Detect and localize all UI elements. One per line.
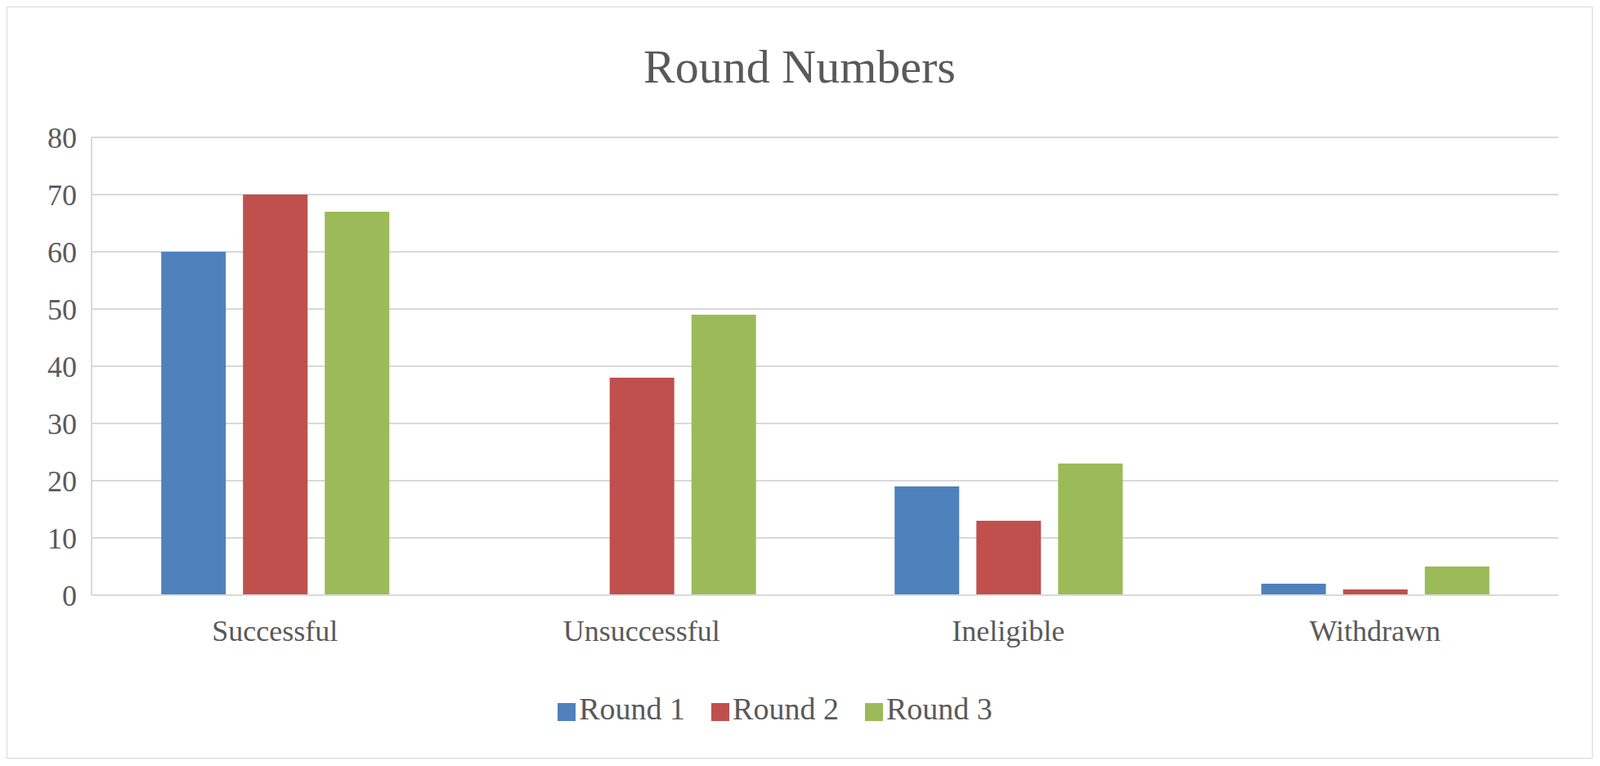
html-text:Round 2: Round 2 bbox=[732, 691, 839, 727]
svg-text:0: 0 bbox=[62, 579, 77, 613]
svg-text:Successful: Successful bbox=[211, 614, 338, 648]
html-text:Round Numbers: Round Numbers bbox=[643, 40, 956, 94]
html-text:Round 1: Round 1 bbox=[579, 691, 686, 727]
svg-text:Withdrawn: Withdrawn bbox=[1308, 614, 1441, 648]
svg-text:10: 10 bbox=[47, 522, 77, 556]
svg-text:70: 70 bbox=[47, 179, 77, 212]
svg-text:40: 40 bbox=[47, 350, 77, 384]
html-text:Round 3: Round 3 bbox=[886, 691, 993, 727]
svg-text:Unsuccessful: Unsuccessful bbox=[563, 614, 721, 648]
svg-text:30: 30 bbox=[47, 407, 77, 441]
svg-text:60: 60 bbox=[47, 236, 77, 269]
svg-text:Ineligible: Ineligible bbox=[951, 614, 1065, 648]
svg-text:50: 50 bbox=[47, 293, 77, 327]
svg-text:80: 80 bbox=[47, 121, 77, 155]
svg-text:20: 20 bbox=[47, 465, 77, 498]
